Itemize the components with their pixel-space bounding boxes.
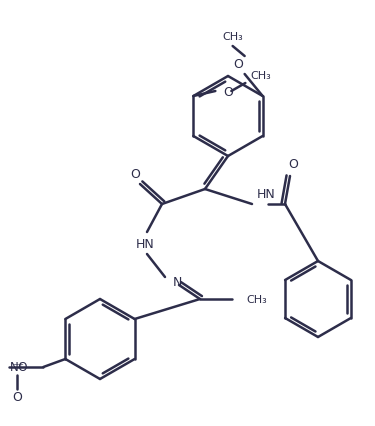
Text: O: O bbox=[288, 158, 298, 171]
Text: O: O bbox=[12, 391, 22, 403]
Text: ⁻O: ⁻O bbox=[12, 361, 27, 374]
Text: CH₃: CH₃ bbox=[222, 32, 243, 42]
Text: CH₃: CH₃ bbox=[251, 71, 271, 81]
Text: N: N bbox=[173, 276, 182, 289]
Text: O: O bbox=[234, 58, 244, 71]
Text: CH₃: CH₃ bbox=[246, 294, 267, 304]
Text: O: O bbox=[130, 168, 140, 181]
Text: N⁺: N⁺ bbox=[10, 361, 25, 374]
Text: O: O bbox=[224, 85, 233, 98]
Text: HN: HN bbox=[257, 188, 276, 201]
Text: HN: HN bbox=[136, 238, 154, 251]
